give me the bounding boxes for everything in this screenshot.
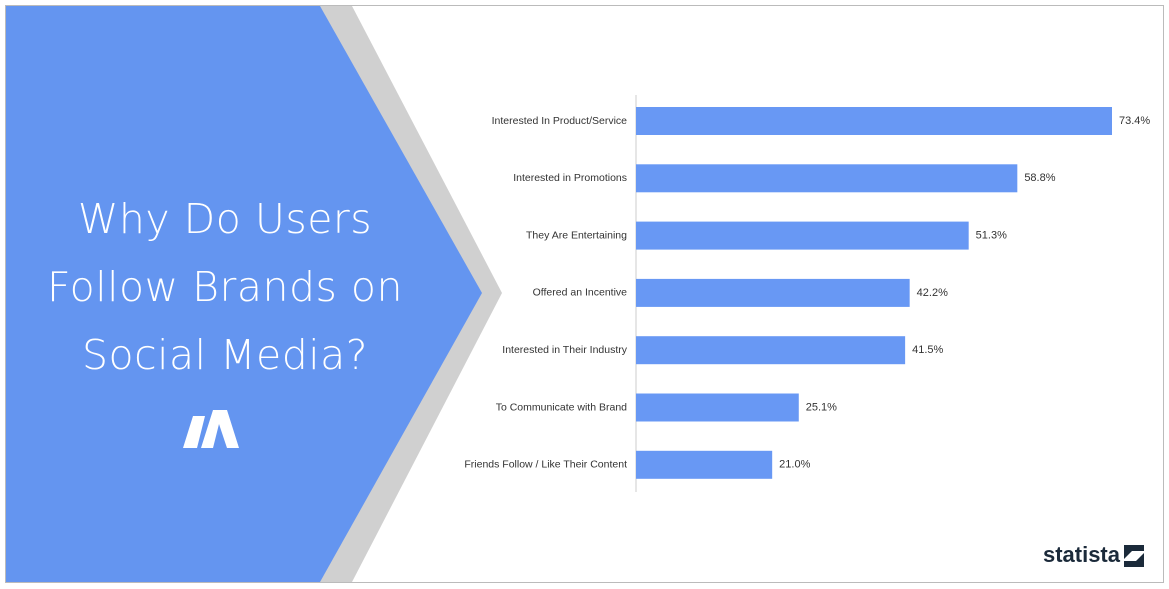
category-label: Friends Follow / Like Their Content	[464, 459, 627, 471]
value-label: 41.5%	[912, 344, 943, 356]
source: statista	[1043, 542, 1121, 567]
source-icon	[1124, 545, 1144, 567]
category-label: Offered an Incentive	[533, 287, 628, 299]
arrow-panel	[6, 6, 482, 582]
title: Why Do Users Follow Brands on Social Med…	[47, 195, 403, 379]
bar	[636, 450, 773, 479]
logo	[183, 410, 239, 448]
bar	[636, 221, 969, 250]
bar	[636, 278, 910, 307]
value-label: 73.4%	[1119, 115, 1150, 127]
category-label: They Are Entertaining	[526, 229, 627, 241]
category-label: Interested In Product/Service	[492, 115, 628, 127]
value-label: 58.8%	[1024, 172, 1055, 184]
value-label: 42.2%	[917, 287, 948, 299]
category-label: Interested in Promotions	[513, 172, 627, 184]
value-label: 25.1%	[806, 401, 837, 413]
bar	[636, 107, 1112, 135]
bar	[636, 336, 906, 365]
value-label: 51.3%	[976, 230, 1007, 242]
bar	[636, 393, 799, 422]
category-label: To Communicate with Brand	[496, 401, 627, 413]
category-label: Interested in Their Industry	[502, 344, 627, 356]
value-label: 21.0%	[779, 459, 810, 471]
bar	[636, 164, 1018, 193]
